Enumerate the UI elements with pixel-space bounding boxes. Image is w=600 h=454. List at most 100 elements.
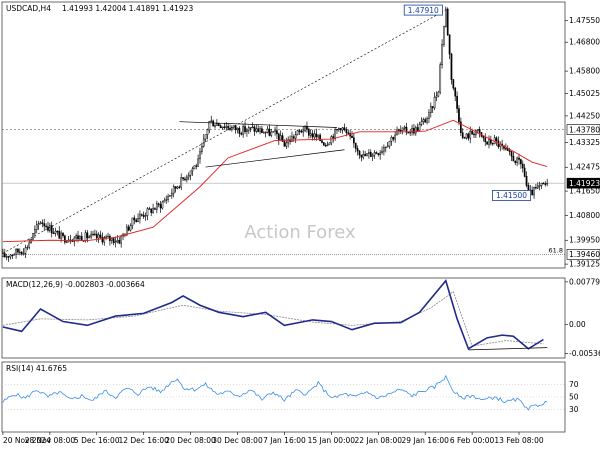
candle-body <box>139 215 140 219</box>
candle-body <box>438 92 439 96</box>
candle-body <box>259 129 260 132</box>
candle-body <box>192 169 193 171</box>
candle-body <box>380 153 381 155</box>
chart-header: USDCAD,H4 <box>6 4 51 13</box>
candle-body <box>472 131 473 134</box>
candle-body <box>404 127 405 128</box>
candle-body <box>117 240 118 241</box>
candle-body <box>323 143 324 146</box>
candle-body <box>27 247 28 248</box>
candle-body <box>36 225 37 230</box>
candle-body <box>228 126 229 128</box>
candle-body <box>149 209 150 210</box>
candle-body <box>177 187 178 188</box>
candle-body <box>485 138 486 142</box>
candle-body <box>368 152 369 153</box>
candle-body <box>179 187 180 188</box>
candle-body <box>361 155 362 157</box>
candle-body <box>14 254 15 255</box>
time-tick-label: 20 Dec 08:00 <box>165 436 216 445</box>
candle-body <box>468 134 469 138</box>
candle-body <box>314 134 315 137</box>
candle-body <box>280 136 281 140</box>
candle-body <box>141 215 142 216</box>
candle-body <box>207 130 208 135</box>
candle-body <box>391 137 392 141</box>
time-tick-label: 30 Dec 08:00 <box>212 436 263 445</box>
price-axis: 1.475501.468001.458001.450251.442501.433… <box>565 16 600 269</box>
candle-body <box>340 128 341 130</box>
candle-body <box>308 129 309 135</box>
candle-body <box>201 146 202 151</box>
price-tick-label: 1.44250 <box>569 111 600 120</box>
candle-body <box>329 143 330 145</box>
candle-body <box>293 137 294 139</box>
candle-body <box>413 128 414 133</box>
candle-body <box>199 152 200 159</box>
candle-body <box>55 231 56 233</box>
candle-body <box>244 126 245 131</box>
time-tick-label: 12 Dec 16:00 <box>118 436 169 445</box>
candle-body <box>51 225 52 232</box>
time-tick-label: 29 Jan 16:00 <box>401 436 449 445</box>
candle-body <box>134 218 135 220</box>
candle-body <box>462 133 463 138</box>
candle-body <box>278 134 279 140</box>
candle-body <box>325 145 326 146</box>
candle-body <box>342 128 343 130</box>
candle-body <box>23 253 24 254</box>
candle-body <box>265 132 266 133</box>
candle-body <box>466 134 467 138</box>
candle-body <box>487 142 488 145</box>
candle-body <box>428 113 429 119</box>
price-tick-label: 1.42475 <box>569 163 600 172</box>
candle-body <box>415 127 416 133</box>
resistance-axis-label: 1.43780 <box>569 125 600 134</box>
candle-body <box>312 134 313 137</box>
candle-body <box>303 131 304 132</box>
fib-axis-label: 1.39460 <box>569 250 600 259</box>
candle-body <box>239 128 240 133</box>
candle-body <box>184 179 185 180</box>
candle-body <box>79 236 80 239</box>
candle-body <box>389 141 390 146</box>
candle-body <box>301 131 302 132</box>
candle-body <box>357 149 358 151</box>
candle-body <box>256 129 257 132</box>
candle-body <box>327 145 328 146</box>
candle-body <box>6 256 7 257</box>
time-tick-label: 5 Dec 16:00 <box>74 436 120 445</box>
candle-body <box>164 200 165 202</box>
candle-body <box>42 223 43 224</box>
candle-body <box>483 136 484 138</box>
candle-body <box>547 183 548 184</box>
candle-body <box>167 196 168 199</box>
swing-low-label: 1.41500 <box>496 191 527 200</box>
candle-body <box>470 131 471 138</box>
candle-body <box>59 231 60 238</box>
candle-body <box>408 132 409 133</box>
candle-body <box>434 97 435 107</box>
candle-body <box>46 226 47 227</box>
candle-body <box>505 148 506 149</box>
candle-body <box>119 240 120 243</box>
candle-body <box>12 255 13 256</box>
candle-body <box>520 159 521 163</box>
candle-body <box>276 131 277 134</box>
candle-body <box>291 137 292 142</box>
candle-body <box>436 96 437 97</box>
candle-body <box>237 128 238 130</box>
candle-body <box>64 236 65 242</box>
candle-body <box>269 129 270 135</box>
candle-body <box>348 133 349 134</box>
candle-body <box>447 9 448 35</box>
candle-body <box>271 132 272 135</box>
candle-body <box>535 187 536 188</box>
candle-body <box>40 223 41 224</box>
candle-body <box>241 133 242 134</box>
candle-body <box>188 175 189 177</box>
candle-body <box>211 121 212 122</box>
candle-body <box>477 129 478 130</box>
candle-body <box>440 65 441 92</box>
candle-body <box>85 233 86 241</box>
